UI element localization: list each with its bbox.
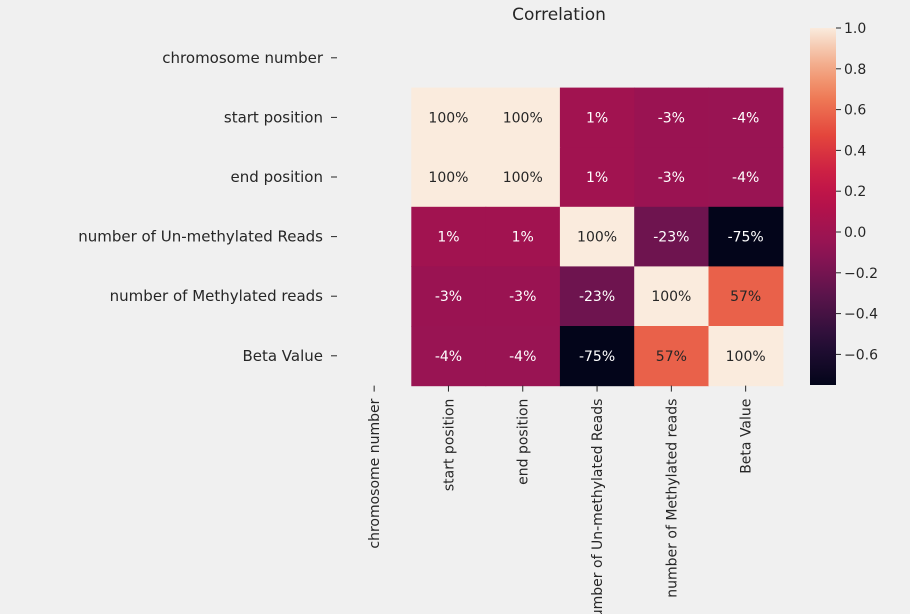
heatmap-cell <box>411 147 487 208</box>
row-label: chromosome number <box>162 49 324 67</box>
row-label: number of Methylated reads <box>110 287 324 305</box>
cell-annotation: -4% <box>732 110 759 126</box>
heatmap-cell <box>559 266 635 327</box>
cell-annotation: -75% <box>728 230 764 246</box>
column-label: end position <box>516 399 532 485</box>
heatmap-cell <box>634 266 710 327</box>
colorbar-tick-label: −0.2 <box>844 266 878 282</box>
colorbar-tick-label: 0.8 <box>844 62 866 78</box>
row-labels: chromosome number start position end posit… <box>78 49 337 365</box>
cell-annotation: 57% <box>730 289 761 305</box>
heatmap-cell <box>634 206 710 267</box>
cell-annotation: 100% <box>651 289 691 305</box>
heatmap-cell <box>559 147 635 208</box>
heatmap-cell <box>485 206 561 267</box>
cell-annotation: 100% <box>503 170 543 186</box>
cell-annotation: 1% <box>586 110 608 126</box>
heatmap-cell <box>634 87 710 148</box>
cell-annotation: 1% <box>512 230 534 246</box>
cell-annotation: 100% <box>428 110 468 126</box>
column-label: chromosome number <box>367 398 383 548</box>
column-label: start position <box>441 399 457 492</box>
cell-annotation: -23% <box>579 289 615 305</box>
heatmap-cell <box>485 266 561 327</box>
heatmap-cell <box>559 326 635 387</box>
heatmap-cell <box>485 147 561 208</box>
heatmap-cell <box>708 326 784 387</box>
cell-annotation: -4% <box>509 349 536 365</box>
cell-annotation: 100% <box>503 110 543 126</box>
row-label: number of Un-methylated Reads <box>78 228 323 246</box>
cell-annotation: 100% <box>726 349 766 365</box>
heatmap-cell <box>411 266 487 327</box>
heatmap-cell <box>411 206 487 267</box>
colorbar-tick-label: 0.2 <box>844 184 866 200</box>
column-labels: chromosome number start position end posit… <box>367 385 755 614</box>
cell-annotation: 57% <box>656 349 687 365</box>
column-label: number of Un-methylated Reads <box>590 399 606 614</box>
heatmap-cells <box>411 87 784 387</box>
colorbar-tick-label: −0.6 <box>844 347 878 363</box>
heatmap-cell <box>634 147 710 208</box>
heatmap-cell <box>485 326 561 387</box>
cell-annotation: -23% <box>653 230 689 246</box>
heatmap-cell <box>559 87 635 148</box>
cell-annotation: 1% <box>437 230 459 246</box>
heatmap-cell <box>411 326 487 387</box>
cell-annotation: -3% <box>435 289 462 305</box>
cell-annotation: 100% <box>577 230 617 246</box>
cell-annotation: 1% <box>586 170 608 186</box>
cell-annotation: -4% <box>435 349 462 365</box>
heatmap-cell <box>708 206 784 267</box>
heatmap-cell <box>708 147 784 208</box>
heatmap-cell <box>411 87 487 148</box>
column-label: number of Methylated reads <box>664 399 680 598</box>
chart-title: Correlation <box>512 5 606 25</box>
colorbar-gradient <box>810 28 836 385</box>
heatmap-cell <box>708 266 784 327</box>
row-label: end position <box>231 168 323 186</box>
heatmap-annotations: 100% 100% 1% -3% -4% 100% 100% 1% -3% -4% 1% 1% 100%… <box>428 110 765 364</box>
colorbar-tick-label: 0.0 <box>844 225 866 241</box>
heatmap-cell <box>708 87 784 148</box>
colorbar-tick-label: 0.6 <box>844 103 866 119</box>
column-label: Beta Value <box>739 399 755 474</box>
colorbar: 1.0 0.8 0.6 0.4 0.2 0.0 −0.2 −0.4 −0.6 <box>810 21 878 385</box>
cell-annotation: -3% <box>509 289 536 305</box>
row-label: start position <box>224 108 323 126</box>
heatmap-cell <box>559 206 635 267</box>
cell-annotation: -75% <box>579 349 615 365</box>
colorbar-tick-label: 1.0 <box>844 21 866 37</box>
colorbar-tick-label: 0.4 <box>844 143 866 159</box>
row-label: Beta Value <box>242 347 323 365</box>
heatmap-cell <box>485 87 561 148</box>
heatmap-cell <box>634 326 710 387</box>
cell-annotation: 100% <box>428 170 468 186</box>
cell-annotation: -3% <box>658 110 685 126</box>
colorbar-tick-label: −0.4 <box>844 307 878 323</box>
cell-annotation: -3% <box>658 170 685 186</box>
cell-annotation: -4% <box>732 170 759 186</box>
